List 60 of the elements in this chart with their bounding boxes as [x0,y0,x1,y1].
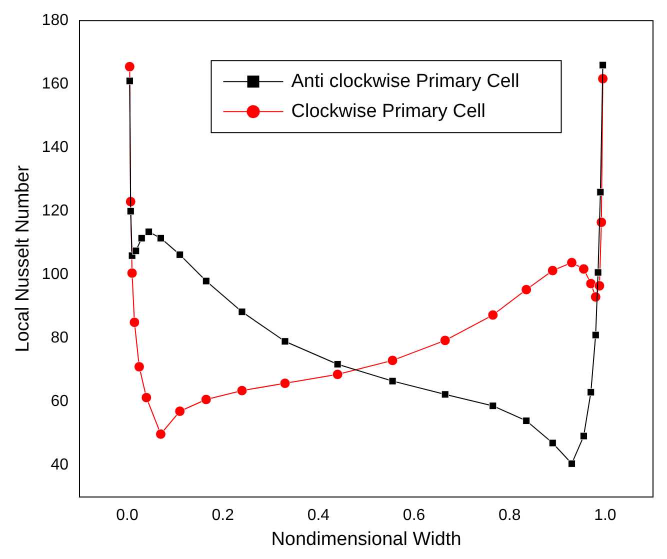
x-tick-label: 0.0 [116,507,139,524]
point [334,360,342,368]
x-tick-label: 0.4 [307,507,330,524]
point [281,338,289,346]
y-tick-label: 160 [42,76,69,93]
y-tick-label: 120 [42,202,69,220]
x-tick-label: 0.8 [498,507,521,524]
y-tick-label: 140 [42,139,69,156]
point [141,392,152,403]
point [236,385,248,396]
point [521,284,532,295]
y-tick-label: 100 [42,266,69,284]
point [599,61,607,69]
legend-label: Anti clockwise Primary Cell [291,70,520,92]
point [592,331,600,339]
point [138,234,146,242]
point [132,247,140,255]
point [568,460,576,468]
point [488,310,498,320]
x-tick-label: 0.6 [402,507,426,524]
point [548,439,556,447]
x-tick-label: 1.0 [594,507,616,524]
point [441,390,449,398]
y-tick-label: 180 [42,12,69,30]
point [522,416,530,425]
point [126,77,134,85]
y-tick-label: 80 [50,330,69,347]
point [202,277,210,285]
point [126,207,134,215]
point [129,317,140,328]
y-tick-label: 60 [50,393,69,410]
point [134,362,144,372]
point [596,188,604,196]
point [587,388,595,396]
y-axis-title: Local Nusselt Number [12,164,34,352]
point [578,264,589,274]
point [489,402,497,410]
point [387,355,398,366]
point [280,378,290,389]
point [145,228,153,236]
legend-label: Clockwise Primary Cell [291,100,486,122]
point [126,268,138,278]
point [440,335,450,346]
x-tick-label: 0.2 [212,507,234,524]
point [176,250,184,258]
point [238,308,246,316]
point [174,406,186,416]
point [547,265,558,276]
point [332,369,343,380]
point [156,234,165,242]
point [124,61,135,72]
x-axis-title: Nondimensional Width [271,528,462,550]
point [586,278,596,289]
y-tick-label: 40 [50,456,69,474]
point [155,428,166,440]
point [200,394,212,405]
point [580,432,588,440]
point [594,268,602,276]
point [388,377,396,385]
point [566,257,578,268]
